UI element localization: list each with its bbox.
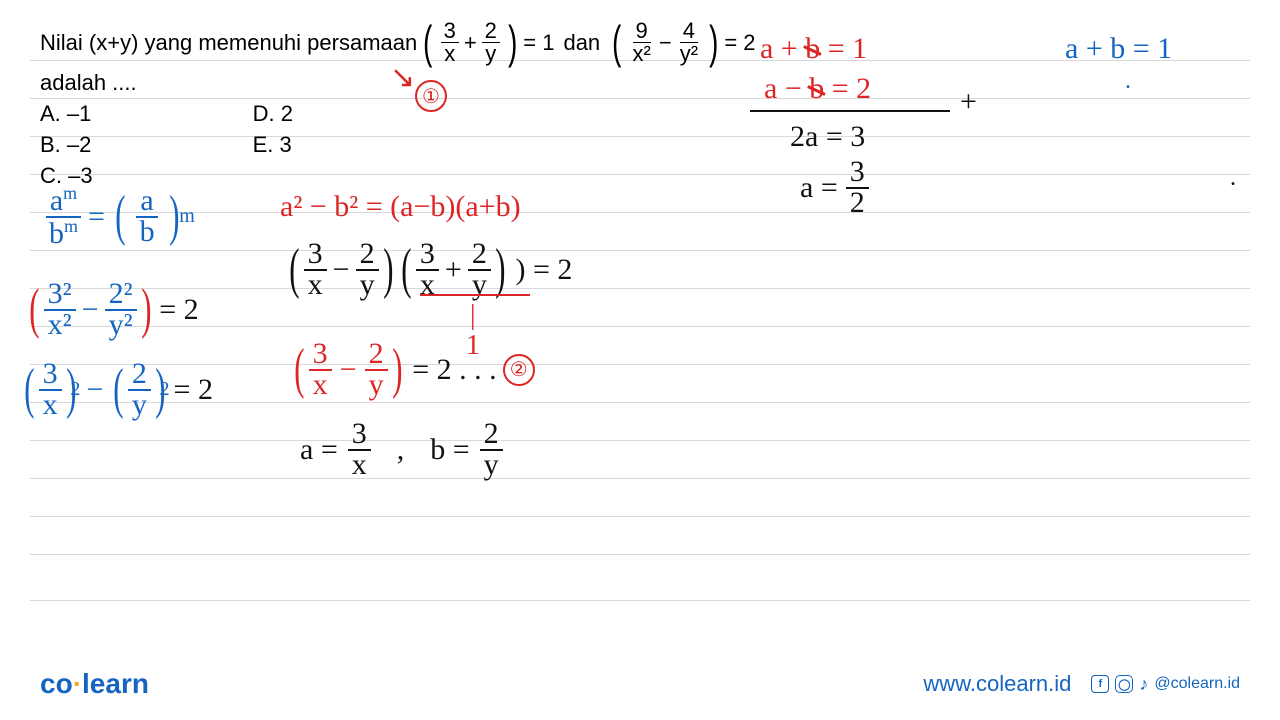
red-arrow: ↘ [390, 60, 415, 95]
tiktok-icon: ♪ [1139, 674, 1148, 695]
option-e: E. 3 [253, 132, 293, 158]
blue-a-plus-b: a + b = 1 [1065, 32, 1172, 66]
sum-underline [750, 110, 950, 112]
blue-dot: . [1125, 68, 1131, 95]
facebook-icon: f [1091, 675, 1109, 693]
logo: co·learn [40, 668, 149, 700]
plus-sign: + [960, 85, 977, 119]
blue-paren-squared: ( 3x ) 2 − ( 2y ) 2 = 2 [20, 360, 213, 419]
social-handle: @colearn.id [1154, 675, 1240, 693]
result-a-3-2: a = 32 [800, 158, 869, 217]
red-a-minus-b: a − b = 2 [764, 72, 871, 106]
result-2a-3: 2a = 3 [790, 120, 865, 154]
blue-squared-fracs: ( 3²x² − 2²y² ) = 2 [25, 280, 199, 339]
option-a: A. –1 [40, 101, 93, 127]
red-eq-2: ( 3x − 2y ) = 2 . . . ② [290, 340, 535, 399]
social-icons: f ◯ ♪ @colearn.id [1091, 674, 1240, 695]
black-dot: . [1230, 165, 1236, 192]
footer: co·learn www.colearn.id f ◯ ♪ @colearn.i… [0, 668, 1280, 700]
circled-1: ① [415, 80, 447, 112]
blue-power-rule: am bm = ( ab ) m [45, 185, 195, 248]
red-a-plus-b: a + b = 1 [760, 32, 867, 66]
adalah-text: adalah .... [40, 70, 1240, 96]
black-factored-eq: ( 3x − 2y ) ( 3x + 2y ) ) = 2 [285, 240, 572, 299]
instagram-icon: ◯ [1115, 675, 1133, 693]
red-identity: a² − b² = (a−b)(a+b) [280, 190, 521, 224]
problem-statement: Nilai (x+y) yang memenuhi persamaan ( 3x… [40, 20, 1240, 65]
black-a-b-defs: a = 3x , b = 2y [300, 420, 503, 479]
option-b: B. –2 [40, 132, 93, 158]
problem-prefix: Nilai (x+y) yang memenuhi persamaan [40, 30, 417, 56]
answer-options: A. –1 B. –2 C. –3 D. 2 E. 3 [40, 101, 1240, 189]
red-brace-line: | [470, 300, 476, 332]
footer-url: www.colearn.id [923, 671, 1071, 697]
red-underbrace [420, 294, 530, 296]
option-d: D. 2 [253, 101, 293, 127]
